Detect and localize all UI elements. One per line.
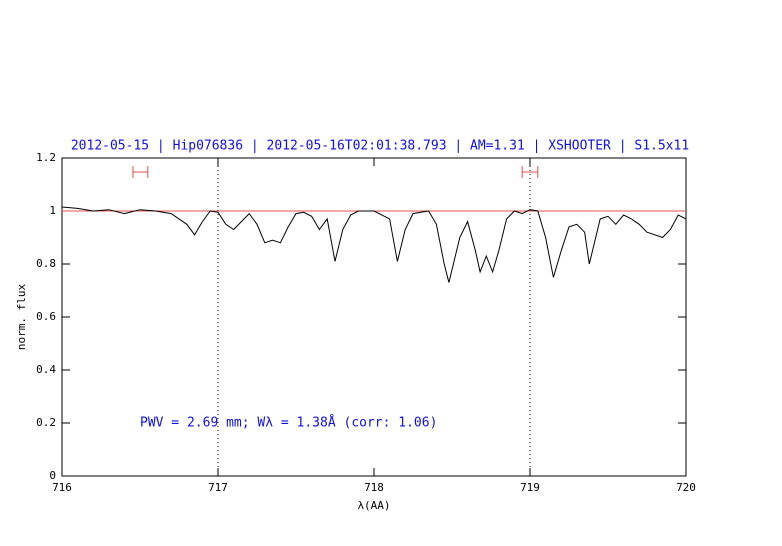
spectrum-line bbox=[61, 206, 687, 283]
x-tick-label: 716 bbox=[52, 481, 72, 494]
y-tick-label: 0.6 bbox=[36, 310, 56, 323]
y-tick-label: 0 bbox=[49, 469, 56, 482]
y-tick-label: 1.2 bbox=[36, 151, 56, 164]
y-tick-label: 0.2 bbox=[36, 416, 56, 429]
y-tick-label: 1 bbox=[49, 204, 56, 217]
chart-title: 2012-05-15 | Hip076836 | 2012-05-16T02:0… bbox=[71, 139, 689, 154]
x-tick-label: 717 bbox=[208, 481, 228, 494]
y-tick-label: 0.4 bbox=[36, 363, 56, 376]
x-tick-label: 718 bbox=[364, 481, 384, 494]
y-axis-label: norm. flux bbox=[15, 284, 28, 351]
x-tick-label: 720 bbox=[676, 481, 696, 494]
x-axis-label: λ(AA) bbox=[357, 499, 390, 512]
y-tick-label: 0.8 bbox=[36, 257, 56, 270]
annotation: PWV = 2.69 mm; Wλ = 1.38Å (corr: 1.06) bbox=[140, 415, 437, 431]
x-tick-label: 719 bbox=[520, 481, 540, 494]
